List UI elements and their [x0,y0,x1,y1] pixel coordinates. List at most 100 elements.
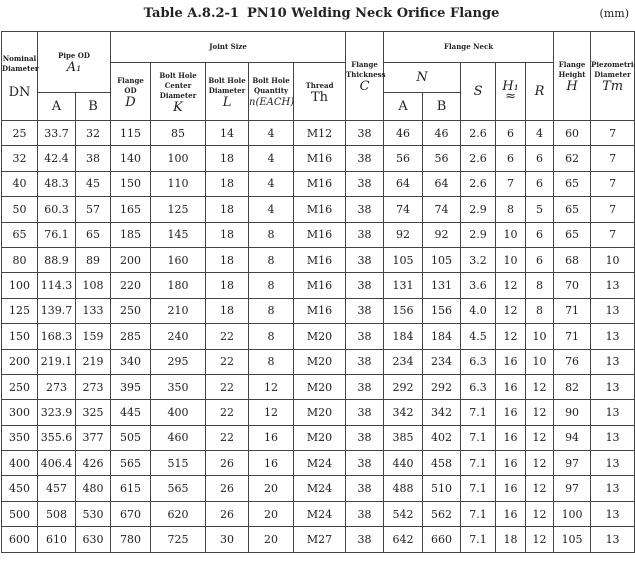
table-cell: 13 [590,272,635,299]
table-cell: 10 [590,246,635,274]
header-pipe-b: B [74,92,112,121]
table-cell: 64 [422,170,462,198]
table-row: 450 457 480 615 565 26 20 M24 38 488 510 7.1 16 12 97 1… [1,475,635,502]
table-cell: 38 [345,323,385,350]
table-cell: 105 [383,246,424,274]
table-cell: 542 [383,500,424,528]
table-cell: M20 [293,424,347,452]
table-cell: 100 [553,500,592,528]
table-cell: 406.4 [37,450,76,477]
table-cell: 76.1 [37,221,76,248]
table-cell: M24 [293,450,347,477]
table-cell: 6.3 [460,348,497,375]
table-cell: 105 [553,526,592,553]
table-cell: 725 [150,526,207,553]
table-cell: 125 [1,297,38,325]
table-cell: 56 [383,145,424,172]
table-cell: 6 [525,145,555,172]
table-cell: M20 [293,399,347,426]
table-cell: 13 [590,500,635,528]
table-row: 125 139.7 133 250 210 18 8 M16 38 156 156 4.0 12 8 71 1… [1,297,635,325]
table-cell: 10 [525,323,555,350]
table-cell: 458 [422,450,462,477]
table-cell: 350 [1,424,38,452]
table-cell: 38 [345,500,385,528]
table-cell: 234 [383,348,424,375]
table-cell: 76 [553,348,592,375]
table-cell: 131 [422,272,462,299]
table-cell: 8 [248,297,295,325]
table-cell: 20 [248,526,295,553]
table-cell: 105 [422,246,462,274]
table-cell: 2.6 [460,145,497,172]
table-cell: 12 [525,475,555,502]
table-cell: 168.3 [37,323,76,350]
table-cell: 6 [525,221,555,248]
table-cell: 70 [553,272,592,299]
table-cell: 440 [383,450,424,477]
table-cell: 488 [383,475,424,502]
table-cell: 71 [553,297,592,325]
table-cell: 38 [345,145,385,172]
table-cell: 295 [150,348,207,375]
header-s: S [460,62,497,121]
table-cell: 402 [422,424,462,452]
table-cell: 32 [1,145,38,172]
table-cell: 22 [205,399,250,426]
header-n-a: A [383,92,424,121]
table-cell: 7 [590,221,635,248]
header-flange-thickness: Flange Thickness C [345,31,386,121]
table-cell: 14 [205,119,250,147]
table-cell: 38 [345,450,385,477]
table-cell: 250 [1,373,38,401]
header-r: R [525,62,555,121]
table-cell: 26 [205,500,250,528]
table-cell: M20 [293,373,347,401]
table-cell: 6 [495,145,527,172]
table-cell: 16 [495,399,527,426]
table-cell: 85 [150,119,207,147]
header-piezometric-diameter: Piezometric Diameter Tт [590,31,635,121]
table-cell: 8 [248,221,295,248]
table-cell: 18 [205,145,250,172]
table-cell: 3.2 [460,246,497,274]
table-cell: 6 [495,119,527,147]
table-cell: 13 [590,323,635,350]
table-row: 150 168.3 159 285 240 22 8 M20 38 184 184 4.5 12 10 71… [1,323,635,350]
table-cell: 12 [248,373,295,401]
table-row: 250 273 273 395 350 22 12 M20 38 292 292 6.3 16 12 82 1… [1,373,635,401]
table-cell: 8 [525,272,555,299]
table-cell: 4 [248,196,295,223]
table-cell: 65 [1,221,38,248]
unit-label: (mm) [599,7,629,20]
table-cell: 60.3 [37,196,76,223]
table-cell: 38 [345,475,385,502]
table-cell: 508 [37,500,76,528]
table-row: 80 88.9 89 200 160 18 8 M16 38 105 105 3.2 10 6 68 10 [1,246,635,274]
table-cell: 220 [110,272,152,299]
header-h1: H₁ ≈ [495,62,527,121]
table-cell: 150 [110,170,152,198]
table-row: 40 48.3 45 150 110 18 4 M16 38 64 64 2.6 7 6 65 7 [1,170,635,198]
table-cell: 64 [383,170,424,198]
table-row: 300 323.9 325 445 400 22 12 M20 38 342 342 7.1 16 12 9… [1,399,635,426]
table-cell: 145 [150,221,207,248]
table-cell: 38 [345,399,385,426]
table-cell: 565 [150,475,207,502]
table-cell: 12 [525,450,555,477]
table-cell: 500 [1,500,38,528]
table-cell: 160 [150,246,207,274]
table-cell: 114.3 [37,272,76,299]
table-row: 65 76.1 65 185 145 18 8 M16 38 92 92 2.9 10 6 65 7 [1,221,635,248]
table-cell: 89 [74,246,112,274]
table-cell: 600 [1,526,38,553]
table-cell: 2.9 [460,196,497,223]
table-cell: 7 [495,170,527,198]
table-cell: 65 [553,170,592,198]
table-cell: 400 [1,450,38,477]
table-cell: 530 [74,500,112,528]
table-cell: 4 [248,119,295,147]
table-cell: M20 [293,348,347,375]
table-cell: 4 [248,170,295,198]
table-cell: 16 [495,424,527,452]
